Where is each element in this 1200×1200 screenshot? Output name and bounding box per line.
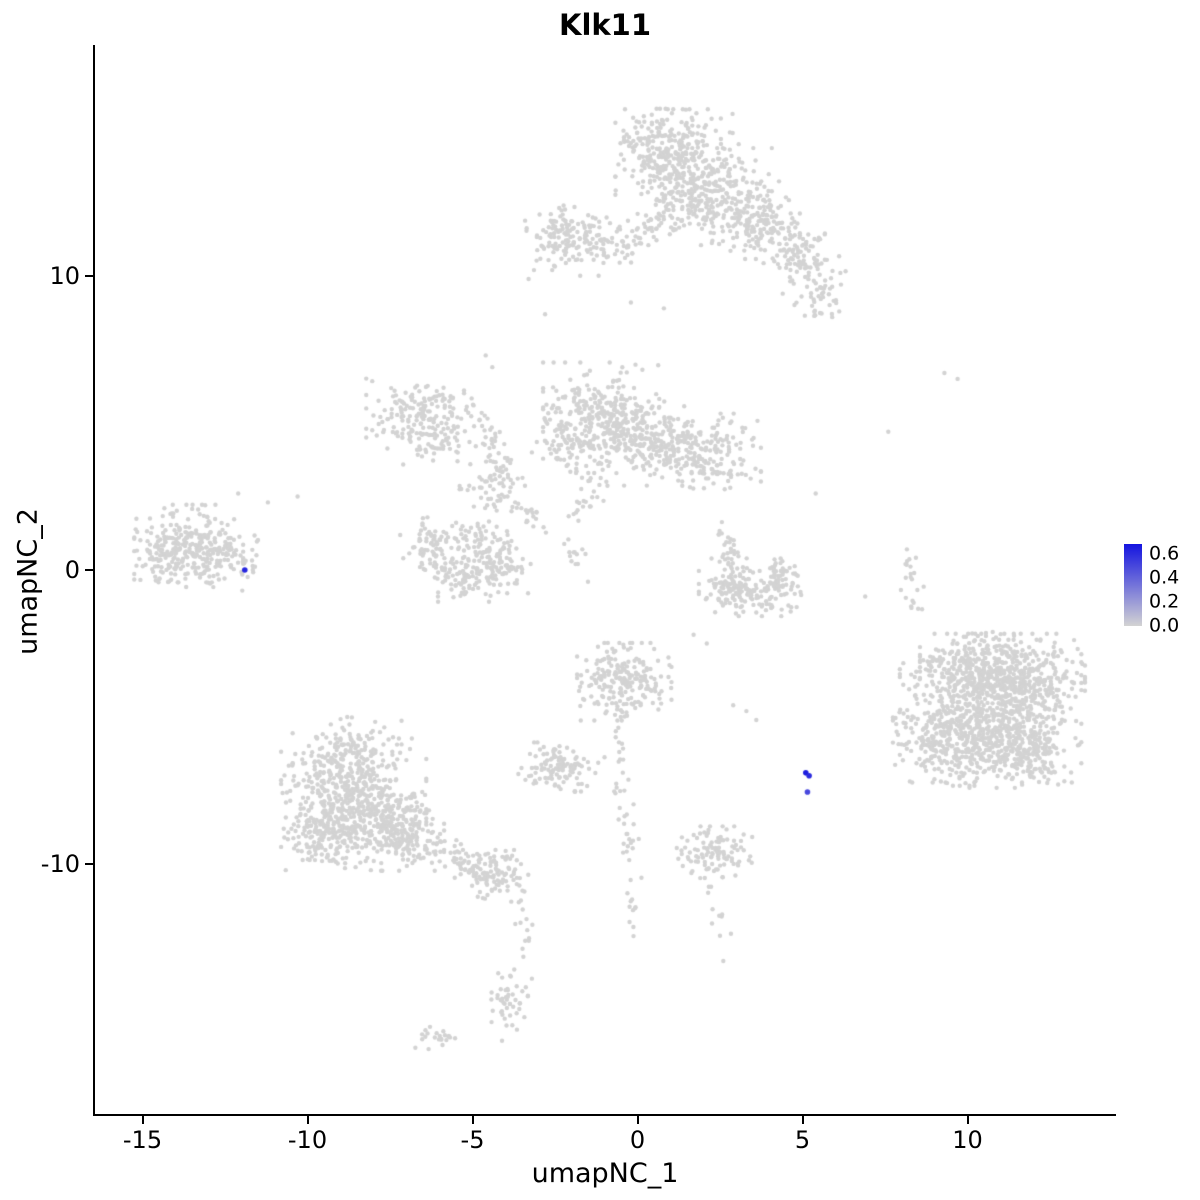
y-tick-mark [85,863,93,865]
x-tick-mark [801,1116,804,1124]
y-tick-mark [85,569,93,571]
colorbar-tick-label: 0.0 [1149,614,1180,637]
x-tick-label: -10 [287,1126,328,1154]
x-tick-mark [636,1116,639,1124]
x-tick-label: -5 [460,1126,485,1154]
chart-title: Klk11 [558,8,652,42]
y-tick-mark [85,275,93,277]
x-tick-mark [966,1116,969,1124]
x-tick-label: 10 [952,1126,983,1154]
x-tick-mark [471,1116,474,1124]
y-tick-label: 10 [49,262,80,290]
y-axis-line [93,45,95,1116]
x-tick-label: 0 [629,1126,646,1154]
colorbar-tick-label: 0.2 [1149,590,1180,613]
colorbar-gradient [1124,544,1142,626]
x-tick-mark [141,1116,144,1124]
colorbar-tick-label: 0.4 [1149,566,1180,589]
y-tick-label: 0 [64,556,80,584]
y-tick-label: -10 [40,850,80,878]
expression-colorbar-legend: 0.6 0.4 0.2 0.0 [1124,544,1200,636]
x-tick-label: 5 [794,1126,811,1154]
x-axis-title: umapNC_1 [531,1158,679,1189]
x-tick-mark [306,1116,309,1124]
x-axis-line [93,1114,1116,1116]
y-axis-title: umapNC_2 [12,508,44,655]
x-tick-label: -15 [122,1126,163,1154]
colorbar-tick-label: 0.6 [1149,542,1180,565]
